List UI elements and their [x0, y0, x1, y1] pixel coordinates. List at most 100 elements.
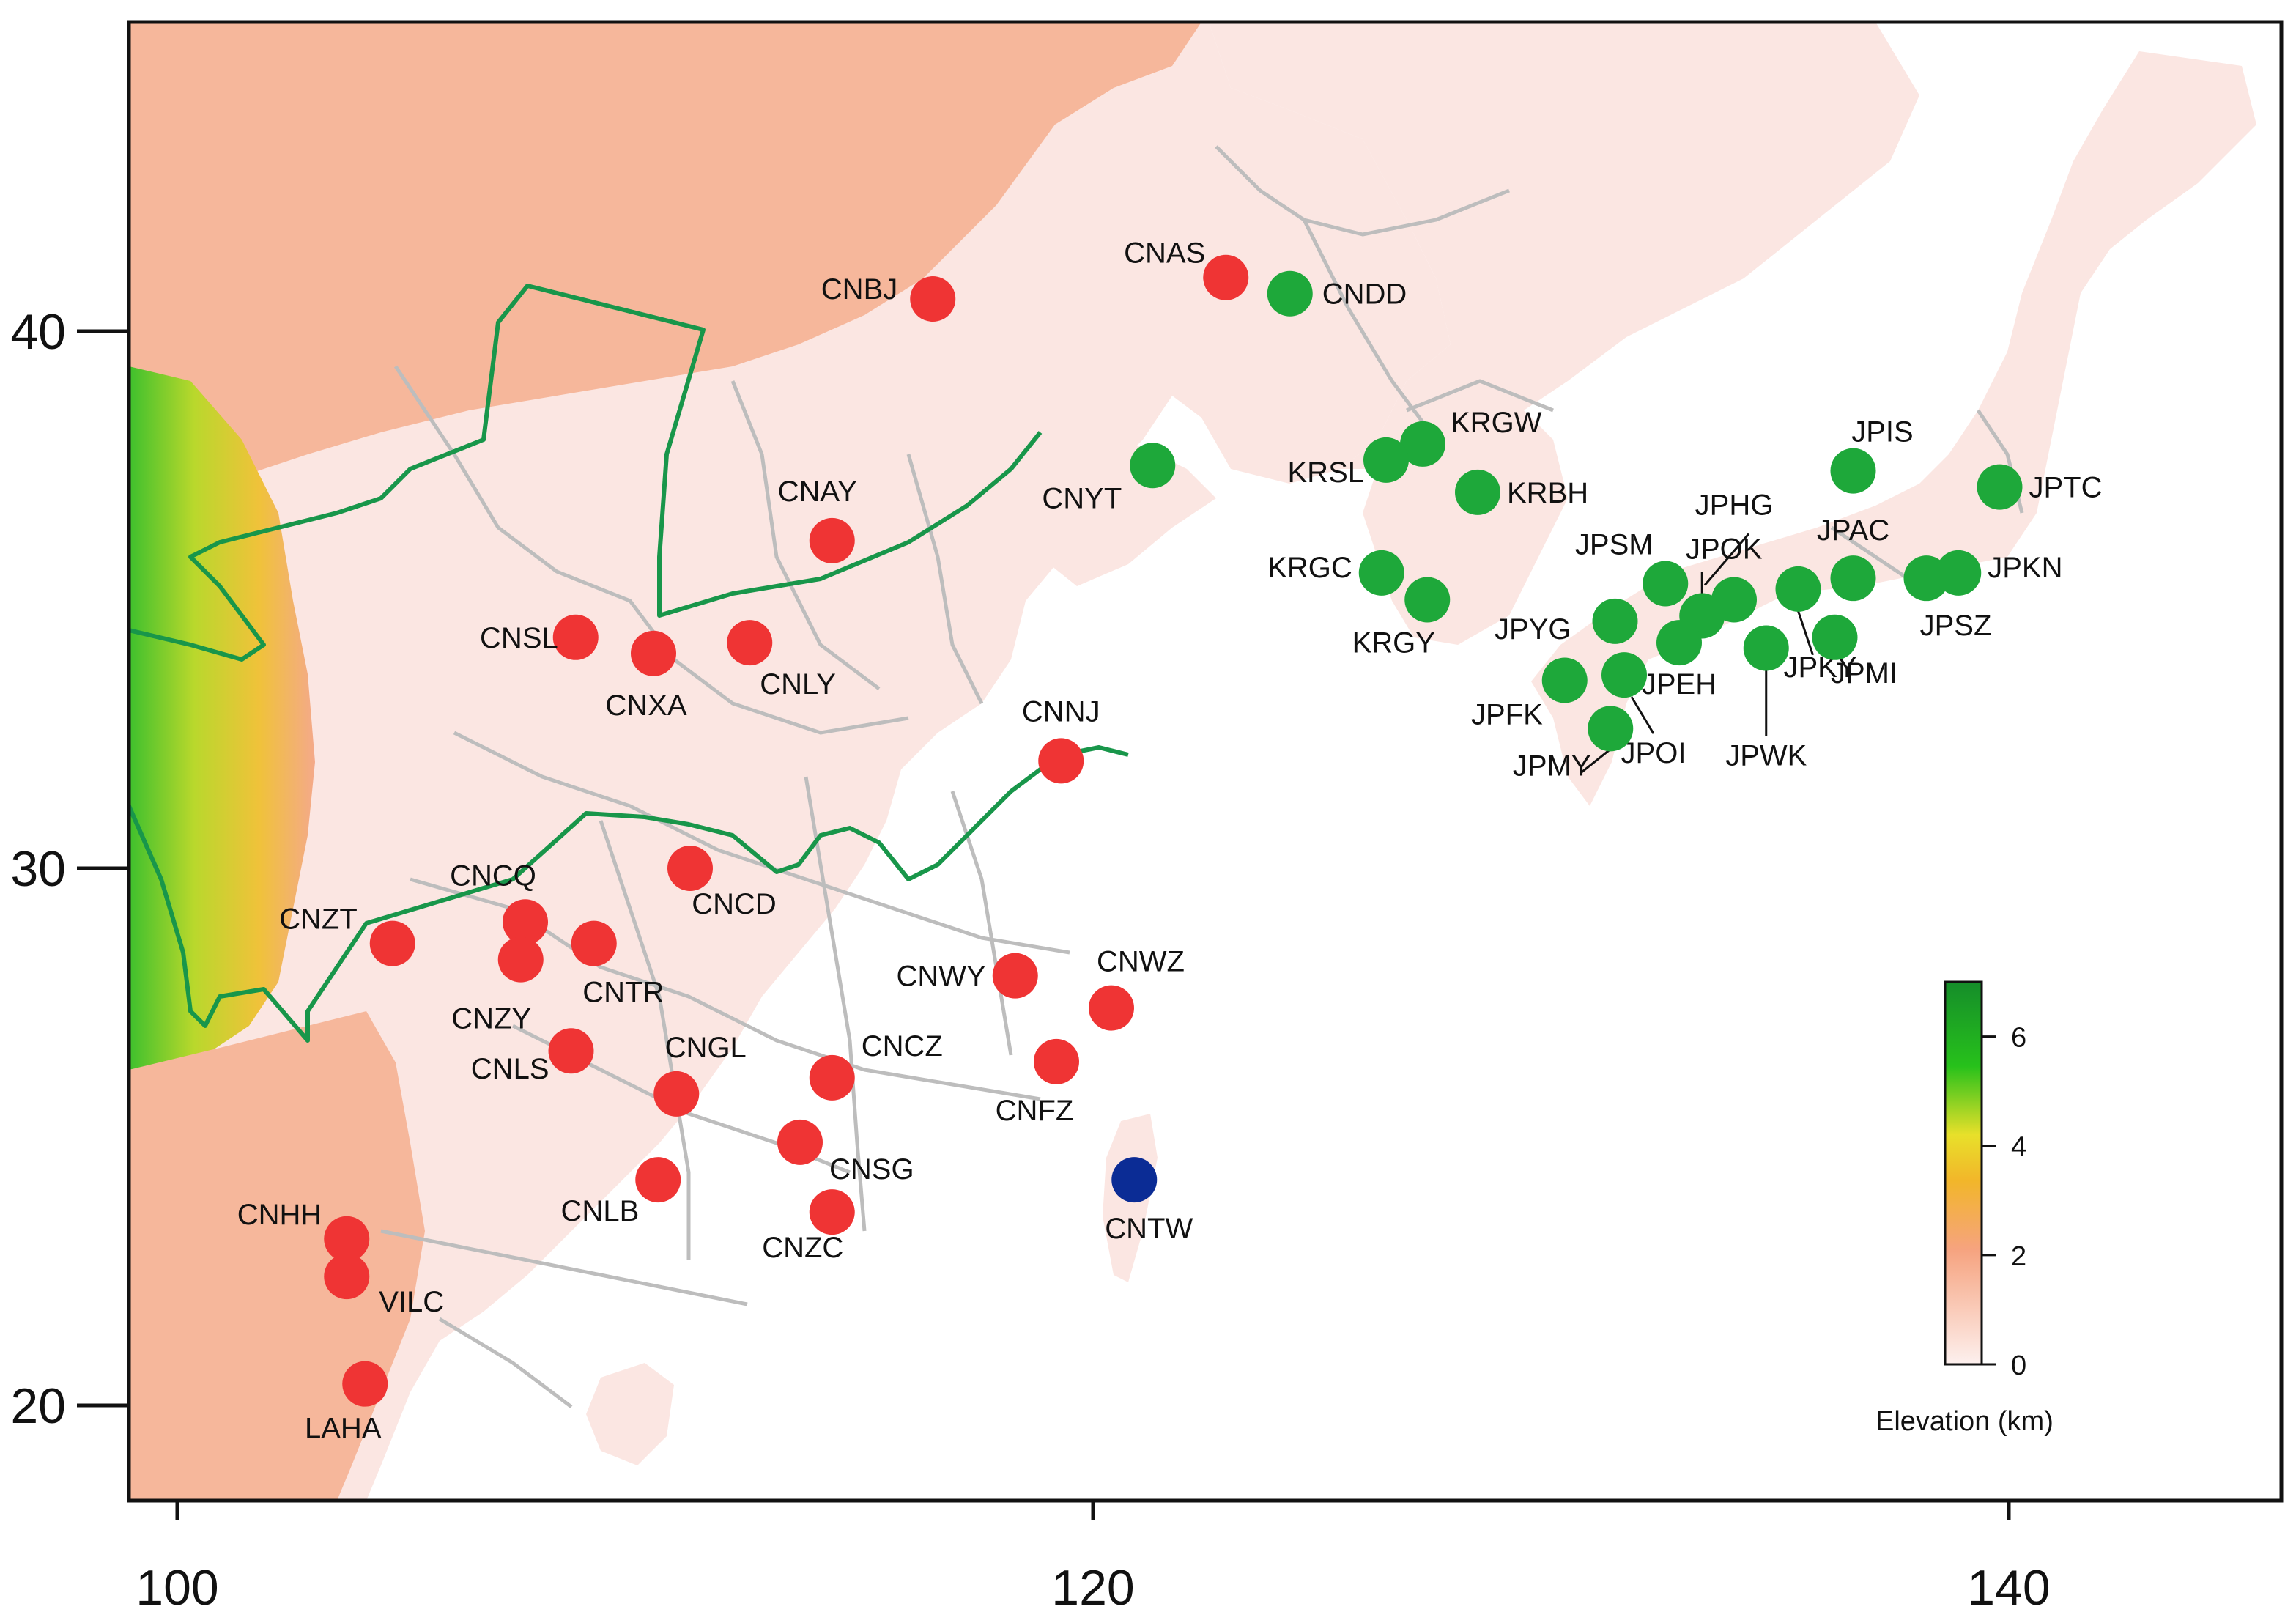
- site-marker-cnsg: CNSG: [777, 1119, 914, 1186]
- site-label: CNAS: [1124, 237, 1205, 270]
- site-label: JPKN: [1988, 552, 2062, 584]
- site-dot: [1038, 738, 1084, 784]
- site-dot: [369, 920, 415, 966]
- site-marker-cntr: CNTR: [571, 920, 664, 1009]
- y-axis-tick-label: 40: [10, 304, 66, 360]
- site-dot: [1592, 598, 1638, 644]
- site-marker-cncz: CNCZ: [809, 1030, 943, 1101]
- site-dot: [1601, 652, 1647, 698]
- site-marker-cncd: CNCD: [667, 846, 777, 920]
- site-label: CNZY: [451, 1003, 531, 1035]
- northeast-land: [1209, 22, 1919, 645]
- legend-tick-label: 2: [2011, 1241, 2026, 1272]
- site-dot: [1643, 561, 1689, 607]
- site-marker-jpsm: JPSM: [1575, 529, 1689, 607]
- site-dot: [653, 1071, 700, 1117]
- site-dot: [809, 517, 855, 563]
- x-axis-tick-label: 120: [1051, 1560, 1134, 1616]
- legend-tick-label: 4: [2011, 1132, 2026, 1163]
- site-marker-cnly: CNLY: [727, 620, 836, 700]
- site-label: KRGY: [1352, 627, 1435, 659]
- y-axis-tick-label: 20: [10, 1378, 66, 1434]
- site-marker-cnxa: CNXA: [605, 630, 687, 722]
- site-marker-cnlb: CNLB: [561, 1157, 681, 1227]
- site-label: CNNJ: [1022, 695, 1100, 728]
- site-marker-cnzc: CNZC: [762, 1189, 855, 1264]
- site-marker-cnwy: CNWY: [897, 953, 1038, 999]
- site-dot: [777, 1119, 823, 1165]
- hainan-land: [586, 1363, 674, 1465]
- site-dot: [548, 1028, 594, 1074]
- site-label: KRGW: [1451, 407, 1542, 439]
- site-marker-cnbj: CNBJ: [821, 273, 956, 322]
- site-marker-cnay: CNAY: [778, 476, 857, 563]
- site-dot: [342, 1361, 388, 1407]
- site-marker-cnwz: CNWZ: [1089, 946, 1185, 1031]
- site-dot: [324, 1254, 370, 1300]
- site-marker-cngl: CNGL: [653, 1032, 747, 1117]
- site-dot: [1034, 1038, 1079, 1084]
- site-marker-jpis: JPIS: [1830, 416, 1914, 494]
- site-label: JPOI: [1621, 737, 1686, 769]
- site-marker-cnhh: CNHH: [237, 1199, 370, 1262]
- site-leader-line: [1630, 696, 1655, 734]
- site-marker-krgw: KRGW: [1400, 407, 1542, 467]
- site-dot: [552, 614, 599, 660]
- site-dot: [497, 936, 544, 983]
- provincial-borders: [380, 145, 2024, 1408]
- site-dot: [727, 620, 773, 666]
- site-label: CNCD: [692, 888, 777, 920]
- site-marker-laha: LAHA: [305, 1361, 388, 1445]
- x-axis-tick-label: 140: [1967, 1560, 2050, 1616]
- site-dot: [1656, 620, 1702, 666]
- legend-tick-label: 0: [2011, 1350, 2026, 1381]
- site-marker-cndd: CNDD: [1267, 270, 1407, 317]
- site-marker-jpmy: JPMY: [1513, 706, 1634, 782]
- site-leader-line: [1797, 610, 1814, 656]
- sites: CNBJ CNAS CNDD CNYT CNAY CNSL CNXA CNLY CNNJ CNCD…: [237, 237, 2103, 1445]
- region-boundary-line: [129, 745, 1129, 1043]
- site-marker-cnnj: CNNJ: [1022, 695, 1100, 784]
- site-dot: [1541, 657, 1588, 703]
- site-leader-line: [1703, 533, 1750, 586]
- site-label: CNWY: [897, 961, 986, 993]
- region-boundary-line: [129, 284, 1043, 662]
- site-label: CNSL: [480, 622, 558, 654]
- site-label: JPWK: [1725, 739, 1807, 772]
- site-label: JPEH: [1642, 668, 1717, 700]
- site-label: JPYG: [1495, 613, 1571, 646]
- legend-title: Elevation (km): [1875, 1406, 2054, 1437]
- plot-frame: [127, 20, 2284, 1503]
- site-dot: [1743, 625, 1789, 671]
- site-label: CNHH: [237, 1199, 322, 1231]
- site-marker-krsl: KRSL: [1288, 437, 1409, 489]
- site-dot: [667, 846, 713, 891]
- site-marker-jpmi: JPMI: [1812, 614, 1897, 690]
- site-label: KRGC: [1267, 552, 1352, 584]
- site-label: CNWZ: [1097, 946, 1185, 978]
- site-label: CNLS: [471, 1053, 549, 1085]
- site-label: JPFK: [1471, 698, 1543, 731]
- site-dot: [1404, 577, 1451, 623]
- site-label: JPIS: [1851, 416, 1913, 448]
- site-label: CNYT: [1042, 482, 1122, 514]
- site-label: CNBJ: [821, 273, 897, 306]
- site-label: JPMY: [1513, 750, 1591, 782]
- site-dot: [1903, 555, 1949, 602]
- site-marker-cnyt: CNYT: [1042, 443, 1176, 514]
- site-marker-cncq: CNCQ: [450, 859, 548, 945]
- site-dot: [1363, 437, 1409, 483]
- site-dot: [809, 1054, 855, 1101]
- site-marker-cnzy: CNZY: [451, 936, 544, 1035]
- site-label: JPHG: [1695, 489, 1774, 522]
- site-label: CNXA: [605, 690, 686, 722]
- site-dot: [1203, 254, 1249, 300]
- site-dot: [809, 1189, 855, 1235]
- site-dot: [571, 920, 617, 966]
- site-marker-cntw: CNTW: [1105, 1157, 1193, 1245]
- site-label: CNFZ: [996, 1095, 1074, 1127]
- site-marker-vilc: VILC: [324, 1254, 444, 1318]
- site-label: CNGL: [665, 1032, 747, 1064]
